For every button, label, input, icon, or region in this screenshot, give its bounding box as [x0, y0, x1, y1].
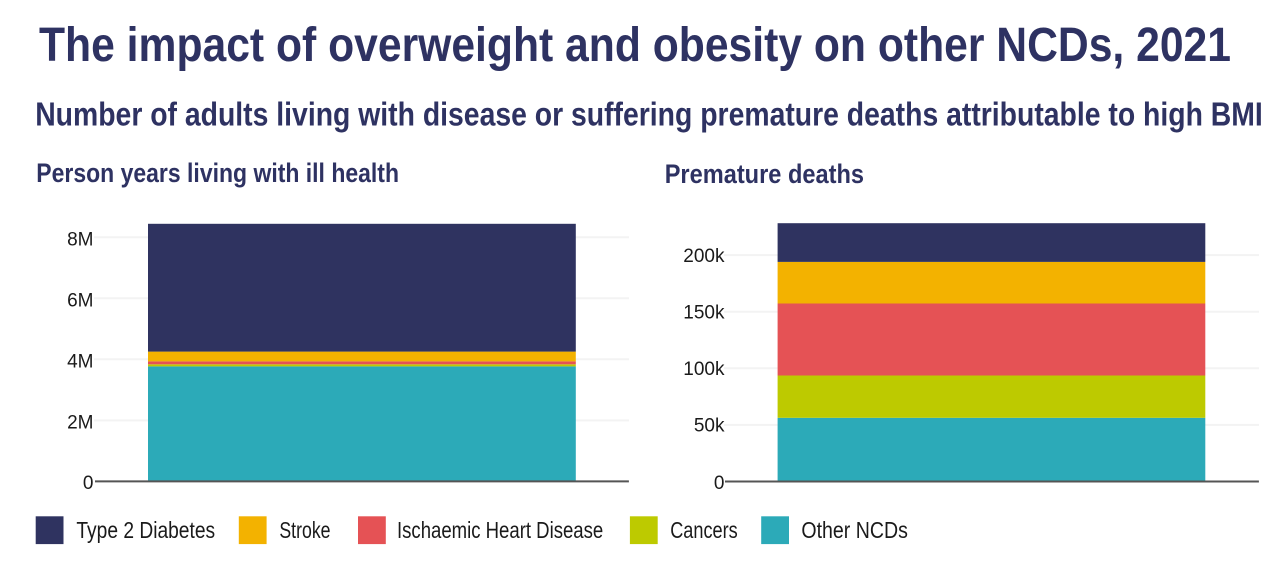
- svg-text:4M: 4M: [67, 352, 93, 373]
- svg-text:Cancers: Cancers: [670, 517, 738, 543]
- svg-text:8M: 8M: [67, 230, 93, 251]
- svg-text:Premature deaths: Premature deaths: [665, 159, 864, 189]
- svg-text:6M: 6M: [67, 291, 93, 312]
- svg-text:2M: 2M: [67, 413, 93, 434]
- svg-text:0: 0: [83, 473, 94, 494]
- svg-text:50k: 50k: [694, 416, 725, 437]
- svg-text:200k: 200k: [683, 246, 725, 267]
- svg-text:150k: 150k: [683, 302, 725, 323]
- svg-text:Ischaemic Heart Disease: Ischaemic Heart Disease: [397, 517, 603, 543]
- svg-text:Other NCDs: Other NCDs: [801, 517, 908, 543]
- svg-text:0: 0: [714, 473, 725, 494]
- svg-text:The impact of overweight and o: The impact of overweight and obesity on …: [39, 19, 1231, 72]
- svg-text:Stroke: Stroke: [279, 517, 330, 543]
- svg-text:Number of adults living with d: Number of adults living with disease or …: [35, 95, 1263, 132]
- svg-text:100k: 100k: [683, 359, 725, 380]
- svg-text:Person years living with ill h: Person years living with ill health: [36, 158, 399, 188]
- svg-text:Type 2 Diabetes: Type 2 Diabetes: [76, 517, 215, 543]
